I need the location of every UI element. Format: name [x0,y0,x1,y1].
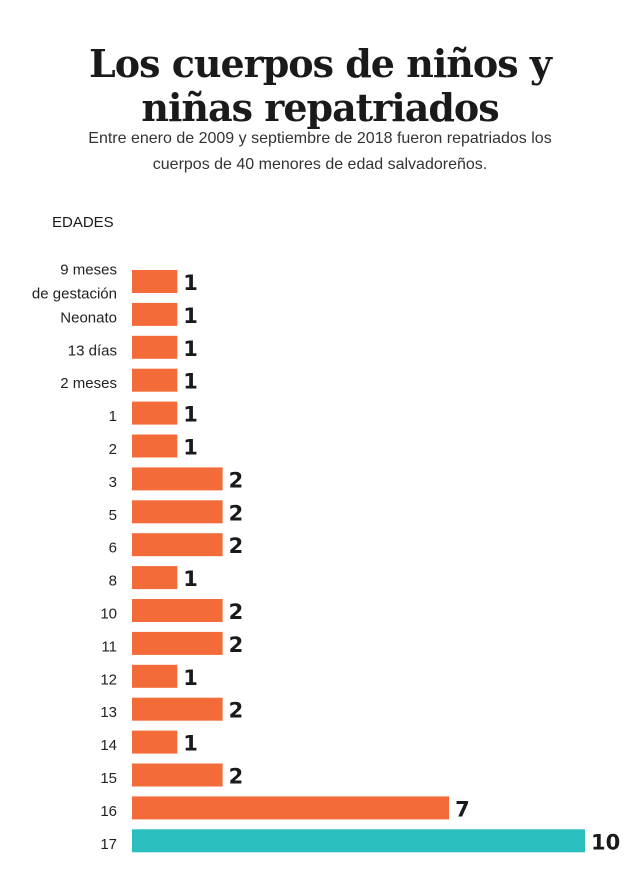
bar-12 [132,664,178,688]
category-label-10: 10 [100,606,117,623]
bar-3 [132,368,178,392]
value-label-15: 2 [229,765,244,789]
category-label-14: 14 [100,737,117,754]
category-label-16: 16 [100,803,117,820]
bar-1 [132,302,178,326]
value-label-1: 1 [183,304,198,328]
value-label-3: 1 [183,370,198,394]
value-label-11: 2 [229,633,244,657]
value-label-0: 1 [183,271,198,295]
y-axis-label: EDADES [52,214,114,231]
value-label-16: 7 [455,797,470,821]
value-label-17: 10 [591,830,620,854]
bar-10 [132,599,223,622]
bar-15 [132,763,223,787]
value-label-14: 1 [183,732,198,756]
category-label-15: 15 [100,770,117,787]
value-label-6: 2 [229,468,244,492]
value-label-10: 2 [229,600,244,624]
bar-8 [132,533,223,557]
category-label-5: 2 [109,441,117,458]
chart-title-line-1: Los cuerpos de niños y [89,41,552,86]
category-label-4: 1 [109,408,117,425]
category-label-6: 3 [109,474,117,491]
chart-title-line-2: niñas repatriados [141,85,499,130]
value-label-8: 2 [229,534,244,558]
bar-4 [132,401,178,425]
category-label-1: Neonato [60,309,117,326]
bar-6 [132,467,223,491]
category-label-12: 12 [100,671,117,688]
bar-16 [132,796,450,820]
value-label-9: 1 [183,567,198,591]
bar-14 [132,730,178,754]
value-label-4: 1 [183,403,198,427]
category-label-7: 5 [109,507,117,524]
category-label-2: 13 días [68,342,117,359]
chart-subtitle: Entre enero de 2009 y septiembre de 2018… [40,126,600,178]
chart-subtitle-line-2: cuerpos de 40 menores de edad salvadoreñ… [152,156,488,173]
value-label-5: 1 [183,436,198,460]
bar-13 [132,697,223,721]
bar-0 [132,270,178,293]
category-label-11: 11 [101,638,117,655]
bar-7 [132,500,223,524]
value-label-12: 1 [183,666,198,690]
bar-11 [132,631,223,655]
category-label-9: 8 [109,573,117,590]
bar-2 [132,335,178,359]
chart-subtitle-line-1: Entre enero de 2009 y septiembre de 2018… [88,130,552,147]
category-label-17: 17 [100,836,117,853]
bar-9 [132,566,178,590]
category-label-0-line-1: de gestación [32,286,117,303]
value-label-7: 2 [229,501,244,525]
category-label-8: 6 [109,540,117,557]
value-label-2: 1 [183,337,198,361]
category-label-3: 2 meses [60,375,117,392]
value-label-13: 2 [229,699,244,723]
bar-5 [132,434,178,458]
bar-17 [132,829,585,853]
category-label-13: 13 [100,704,117,721]
chart-title: Los cuerpos de niños y niñas repatriados [0,42,640,130]
category-label-0-line-0: 9 meses [60,262,117,279]
